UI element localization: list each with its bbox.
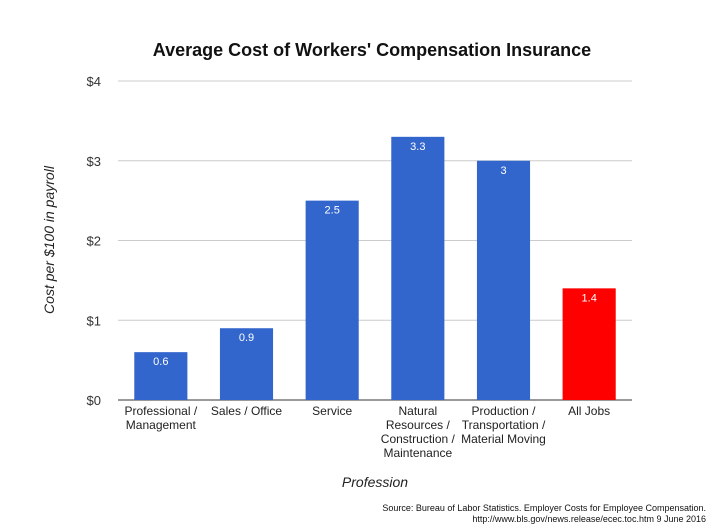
y-tick-label: $3	[87, 154, 101, 169]
x-axis-categories: Professional / Management Sales / Office Se…	[124, 404, 610, 460]
data-label: 1.4	[582, 292, 597, 304]
data-label: 2.5	[325, 205, 340, 217]
bar	[305, 200, 359, 400]
bar	[134, 352, 188, 400]
bar-chart: Average Cost of Workers' Compensation In…	[41, 40, 632, 490]
x-category-label: Professional / Management	[124, 404, 197, 432]
y-axis-ticks: $0 $1 $2 $3 $4	[87, 74, 101, 408]
bar	[562, 288, 616, 400]
x-category-label: Sales / Office	[211, 404, 282, 418]
data-label: 3.3	[410, 141, 425, 153]
data-label: 3	[500, 165, 506, 177]
source-line-2: http://www.bls.gov/news.release/ecec.toc…	[472, 514, 706, 524]
data-label: 0.9	[239, 332, 254, 344]
source-note: Source: Bureau of Labor Statistics. Empl…	[382, 503, 706, 525]
x-category-label: Service	[312, 404, 352, 418]
y-tick-label: $2	[87, 234, 101, 249]
data-label: 0.6	[153, 356, 168, 368]
y-tick-label: $4	[87, 74, 101, 89]
chart-title: Average Cost of Workers' Compensation In…	[153, 40, 591, 60]
data-labels: 0.6 0.9 2.5 3.3 3 1.4	[153, 141, 597, 368]
x-category-label: Natural Resources / Construction / Maintena…	[381, 404, 456, 460]
bars	[134, 136, 616, 400]
source-line-1: Source: Bureau of Labor Statistics. Empl…	[382, 503, 706, 513]
bar	[476, 160, 531, 400]
bar	[391, 136, 445, 400]
x-category-label: Production / Transportation / Material Mov…	[461, 404, 546, 446]
x-category-label: All Jobs	[568, 404, 610, 418]
y-tick-label: $0	[87, 393, 101, 408]
bar	[219, 328, 274, 400]
gridlines	[118, 80, 632, 401]
y-axis-title: Cost per $100 in payroll	[41, 165, 57, 314]
y-tick-label: $1	[87, 313, 101, 328]
x-axis-title: Profession	[342, 474, 408, 490]
